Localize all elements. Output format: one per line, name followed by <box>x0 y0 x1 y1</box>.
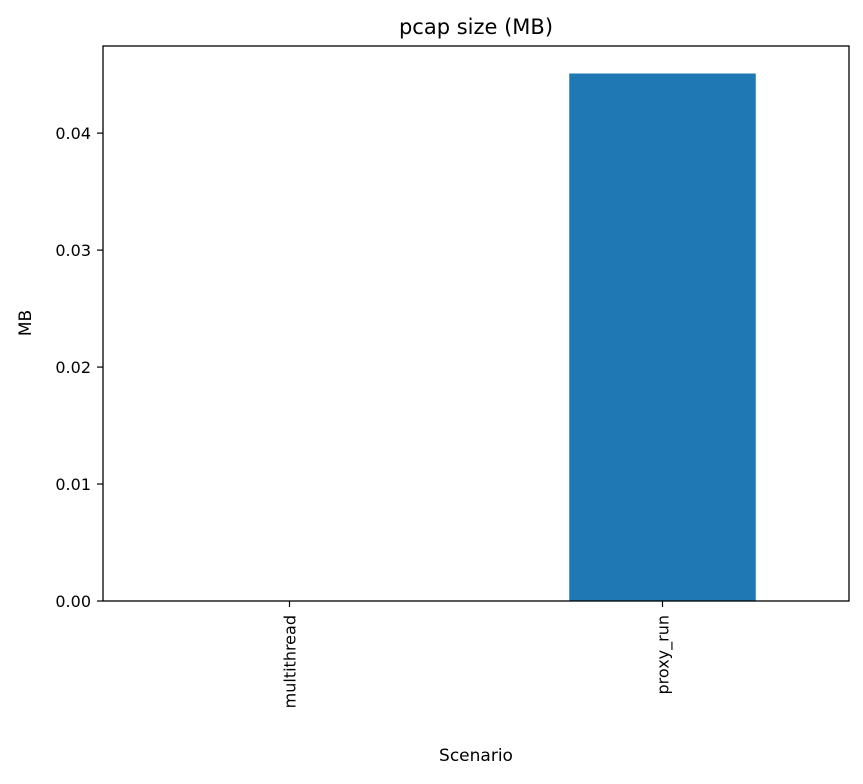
y-tick-label: 0.03 <box>55 241 91 260</box>
y-axis-label: MB <box>16 310 36 336</box>
bar-proxy_run <box>569 73 756 602</box>
y-tick-label: 0.02 <box>55 358 91 377</box>
y-tick-label: 0.04 <box>55 124 91 143</box>
chart-title: pcap size (MB) <box>399 15 553 39</box>
x-axis-ticks: multithread proxy_run <box>281 601 674 708</box>
plot-area-frame <box>102 45 850 602</box>
x-tick-label: proxy_run <box>654 615 674 694</box>
y-tick-label: 0.00 <box>55 592 91 611</box>
bars-layer <box>569 73 756 602</box>
y-axis-ticks: 0.00 0.01 0.02 0.03 0.04 <box>55 124 103 611</box>
y-tick-label: 0.01 <box>55 475 91 494</box>
x-axis-label: Scenario <box>439 746 513 766</box>
x-tick-label: multithread <box>281 615 300 708</box>
